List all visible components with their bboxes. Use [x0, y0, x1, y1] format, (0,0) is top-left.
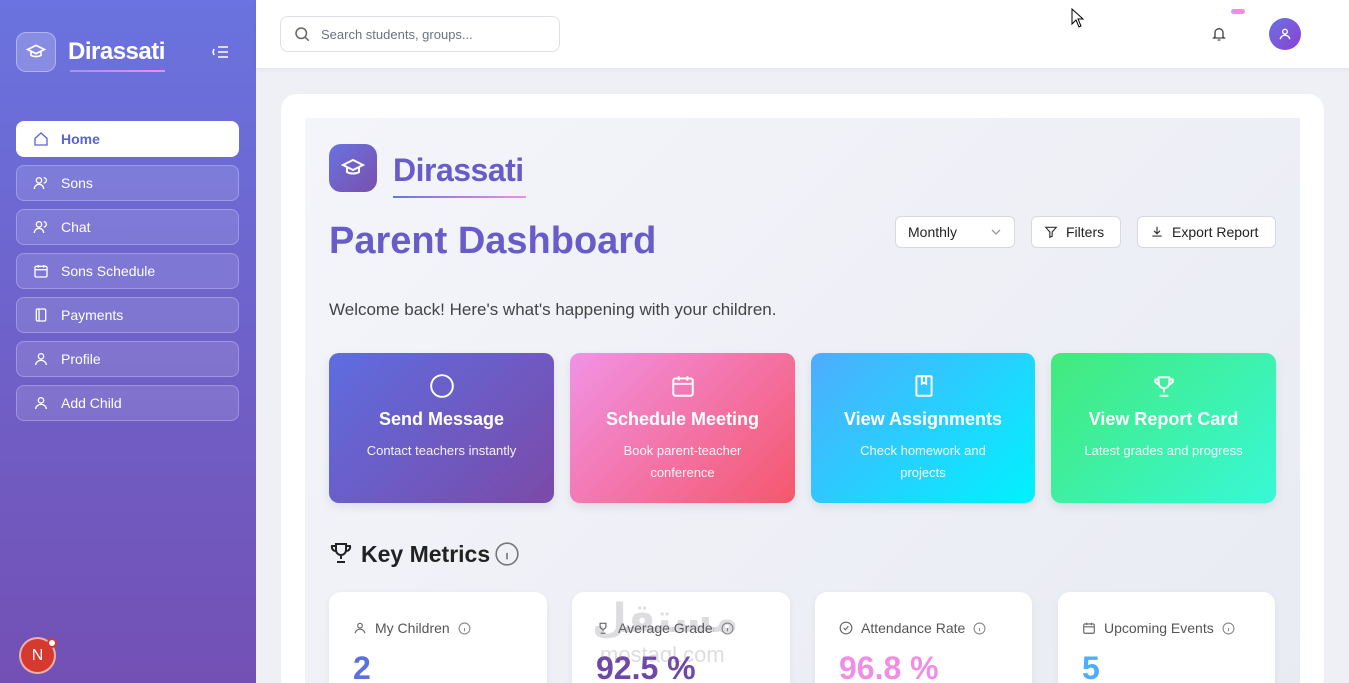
sidebar: Dirassati Home Sons Chat Sons Schedule P…	[0, 0, 256, 683]
nav-label: Sons	[61, 175, 93, 191]
action-card[interactable]: Send Message Contact teachers instantly	[329, 353, 554, 503]
brand-underline	[393, 196, 526, 198]
action-description: Contact teachers instantly	[366, 443, 517, 458]
period-value: Monthly	[908, 224, 958, 240]
metric-label: Average Grade	[618, 620, 713, 636]
button-label: Export Report	[1172, 224, 1259, 240]
action-title: View Assignments	[843, 409, 1003, 429]
metric-value: 2	[353, 650, 371, 683]
search-box[interactable]: Search students, groups...	[280, 16, 560, 52]
info-icon[interactable]	[494, 541, 520, 567]
logo	[329, 144, 377, 192]
watermark: mostaql.com	[600, 642, 725, 667]
nav-label: Sons Schedule	[61, 263, 156, 279]
logo	[16, 32, 56, 72]
collapse-button[interactable]	[212, 44, 230, 60]
action-description: Latest grades and progress	[1084, 443, 1243, 458]
metric-label: My Children	[375, 620, 450, 636]
page-title: Parent Dashboard	[329, 220, 657, 262]
mouse-cursor	[1071, 8, 1085, 28]
action-title: Schedule Meeting	[605, 409, 760, 429]
button-label: Filters	[1066, 224, 1105, 240]
action-description: Check homework and projects	[860, 443, 986, 480]
avatar-initial: N	[31, 646, 44, 664]
notification-bell[interactable]	[1211, 26, 1227, 42]
metric-label: Upcoming Events	[1104, 620, 1214, 636]
metric-card: My Children 2	[329, 592, 547, 683]
action-card[interactable]: Schedule Meeting Book parent-teacher con…	[570, 353, 795, 503]
nav-label: Add Child	[61, 395, 122, 411]
nav-item[interactable]: Sons	[16, 165, 239, 201]
brand: Dirassati	[393, 152, 524, 188]
nav-label: Chat	[61, 219, 91, 235]
metric-label: Attendance Rate	[861, 620, 966, 636]
action-card[interactable]: View Assignments Check homework and proj…	[811, 353, 1035, 503]
metric-card: Upcoming Events 5	[1058, 592, 1275, 683]
nav-item[interactable]: Home	[16, 121, 239, 157]
nav-label: Home	[61, 131, 100, 147]
period-select[interactable]: Monthly	[895, 216, 1015, 248]
brand: Dirassati	[68, 38, 165, 65]
action-card[interactable]: View Report Card Latest grades and progr…	[1051, 353, 1276, 503]
export-button[interactable]: Export Report	[1137, 216, 1276, 248]
notification-badge	[1231, 9, 1245, 14]
search-placeholder: Search students, groups...	[321, 26, 473, 42]
nav-label: Profile	[61, 351, 101, 367]
trophy-icon	[330, 543, 352, 563]
status-dot	[47, 638, 57, 648]
nav-item[interactable]: Profile	[16, 341, 239, 377]
nav-label: Payments	[61, 307, 124, 323]
metric-value: 96.8 %	[839, 650, 939, 683]
metric-value: 5	[1082, 650, 1100, 683]
nav-item[interactable]: Chat	[16, 209, 239, 245]
metric-value: 92.5 %	[596, 650, 696, 683]
nav-item[interactable]: Sons Schedule	[16, 253, 239, 289]
action-title: Send Message	[378, 409, 505, 429]
topbar: Search students, groups...	[256, 0, 1349, 68]
metric-card: Average Grade 92.5 %	[572, 592, 790, 683]
profile-button[interactable]	[1269, 18, 1301, 50]
action-description: Book parent-teacher conference	[623, 443, 742, 480]
action-title: View Report Card	[1088, 409, 1239, 429]
section-title: Key Metrics	[361, 541, 491, 567]
nav-item[interactable]: Add Child	[16, 385, 239, 421]
brand-underline	[70, 70, 165, 72]
filters-button[interactable]: Filters	[1031, 216, 1121, 248]
watermark: مستقل	[592, 597, 739, 641]
page-subtitle: Welcome back! Here's what's happening wi…	[329, 300, 777, 319]
nav-item[interactable]: Payments	[16, 297, 239, 333]
metric-card: Attendance Rate 96.8 %	[815, 592, 1032, 683]
